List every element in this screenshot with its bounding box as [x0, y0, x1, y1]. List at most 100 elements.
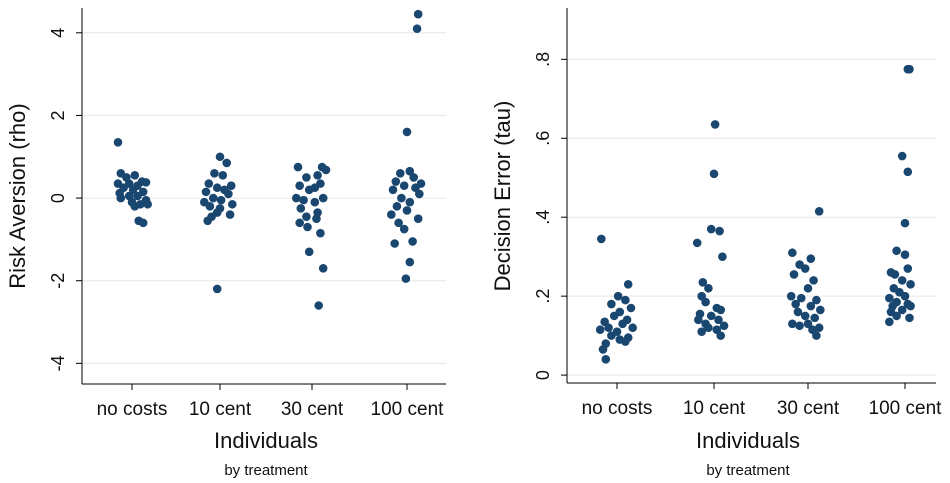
decision-error-point	[903, 167, 913, 177]
risk-aversion-point	[143, 199, 152, 209]
risk-aversion-point	[295, 181, 304, 190]
decision-error-point	[816, 305, 825, 315]
decision-error-point	[812, 295, 821, 305]
decision-error-point	[806, 254, 816, 263]
risk-aversion-panel: -4 -2 0 2 4 no costs 10 cent 30 cent 100 cent R…	[5, 8, 446, 479]
risk-aversion-point	[310, 197, 320, 207]
risk-aversion-point	[413, 9, 423, 19]
risk-aversion-point	[405, 197, 415, 207]
risk-aversion-point	[399, 181, 409, 190]
risk-aversion-point	[394, 218, 403, 228]
decision-error-point	[800, 264, 810, 273]
risk-aversion-point	[392, 202, 402, 211]
risk-aversion-point	[295, 218, 304, 228]
risk-aversion-point	[412, 24, 422, 33]
decision-error-point	[796, 293, 806, 303]
risk-aversion-x-tick-label: no costs	[97, 399, 168, 420]
risk-aversion-point	[201, 187, 211, 197]
decision-error-point	[718, 252, 727, 261]
risk-aversion-point	[113, 137, 123, 147]
risk-aversion-y-label: Risk Aversion (rho)	[5, 103, 30, 288]
risk-aversion-point	[411, 183, 420, 193]
risk-aversion-point	[292, 193, 301, 203]
decision-error-point	[788, 248, 797, 258]
decision-error-x-tick-label: 30 cent	[777, 398, 840, 419]
risk-aversion-x-tick-label: 100 cent	[371, 399, 445, 420]
risk-aversion-point	[408, 237, 417, 246]
risk-aversion-point	[216, 195, 226, 205]
decision-error-y-ticks: 0 .2 .4 .6 .8	[533, 52, 567, 380]
risk-aversion-point	[210, 168, 219, 178]
decision-error-point	[692, 238, 702, 248]
risk-aversion-point	[218, 171, 228, 180]
decision-error-y-tick-label: .4	[533, 210, 553, 225]
risk-aversion-point	[405, 166, 415, 176]
decision-error-point	[716, 305, 726, 315]
decision-error-x-tick-label: 10 cent	[683, 398, 746, 419]
decision-error-point	[885, 293, 894, 303]
decision-error-point	[791, 299, 800, 309]
decision-error-point	[905, 313, 914, 323]
risk-aversion-point	[316, 228, 325, 238]
decision-error-point	[706, 224, 716, 234]
risk-aversion-point	[409, 173, 419, 182]
decision-error-point	[701, 297, 710, 307]
decision-error-point	[885, 317, 894, 327]
risk-aversion-point	[304, 185, 314, 195]
decision-error-x-label: Individuals	[696, 428, 800, 453]
decision-error-point	[803, 283, 813, 293]
risk-aversion-point	[318, 193, 328, 203]
decision-error-point	[812, 331, 821, 340]
risk-aversion-point	[128, 185, 138, 195]
risk-aversion-point	[302, 212, 311, 221]
decision-error-point	[795, 321, 804, 331]
decision-error-point	[704, 323, 713, 333]
risk-aversion-point	[413, 214, 423, 224]
risk-aversion-x-label: Individuals	[214, 428, 318, 453]
risk-aversion-subtitle: by treatment	[224, 462, 308, 479]
risk-aversion-point	[204, 179, 214, 188]
decision-error-point	[698, 278, 708, 287]
risk-aversion-point	[321, 165, 331, 175]
decision-error-point	[793, 307, 803, 317]
decision-error-point	[715, 226, 724, 236]
decision-error-point	[786, 291, 796, 301]
decision-error-gridlines	[567, 58, 936, 376]
decision-error-point	[597, 234, 606, 244]
decision-error-points	[595, 64, 915, 364]
decision-error-y-tick-label: .2	[533, 289, 553, 304]
decision-error-point	[694, 315, 703, 325]
risk-aversion-point	[293, 162, 303, 172]
risk-aversion-points	[113, 9, 426, 310]
risk-aversion-y-ticks: -4 -2 0 2 4	[48, 28, 82, 371]
decision-error-point	[704, 283, 713, 293]
risk-aversion-x-tick-label: 30 cent	[281, 399, 344, 420]
risk-aversion-point	[224, 189, 233, 199]
decision-error-point	[789, 270, 799, 279]
decision-error-point	[609, 311, 619, 321]
decision-error-point	[709, 169, 719, 179]
risk-aversion-point	[304, 247, 314, 257]
risk-aversion-point	[130, 171, 140, 180]
risk-aversion-x-tick-label: 10 cent	[189, 399, 252, 420]
decision-error-point	[628, 323, 637, 333]
decision-error-point	[706, 311, 716, 321]
decision-error-point	[806, 301, 816, 311]
risk-aversion-point	[228, 199, 237, 209]
decision-error-y-tick-label: .6	[533, 131, 553, 146]
decision-error-point	[906, 301, 915, 311]
risk-aversion-y-tick-label: -2	[48, 273, 68, 289]
risk-aversion-point	[130, 202, 140, 211]
decision-error-point	[607, 299, 616, 309]
decision-error-point	[595, 325, 605, 335]
decision-error-y-tick-label: 0	[533, 370, 553, 380]
risk-aversion-point	[205, 202, 215, 211]
risk-aversion-point	[314, 301, 324, 310]
decision-error-point	[803, 319, 813, 329]
risk-aversion-point	[312, 214, 321, 224]
risk-aversion-point	[405, 257, 415, 267]
decision-error-point	[714, 315, 723, 325]
risk-aversion-point	[141, 178, 151, 187]
risk-aversion-point	[215, 152, 225, 162]
